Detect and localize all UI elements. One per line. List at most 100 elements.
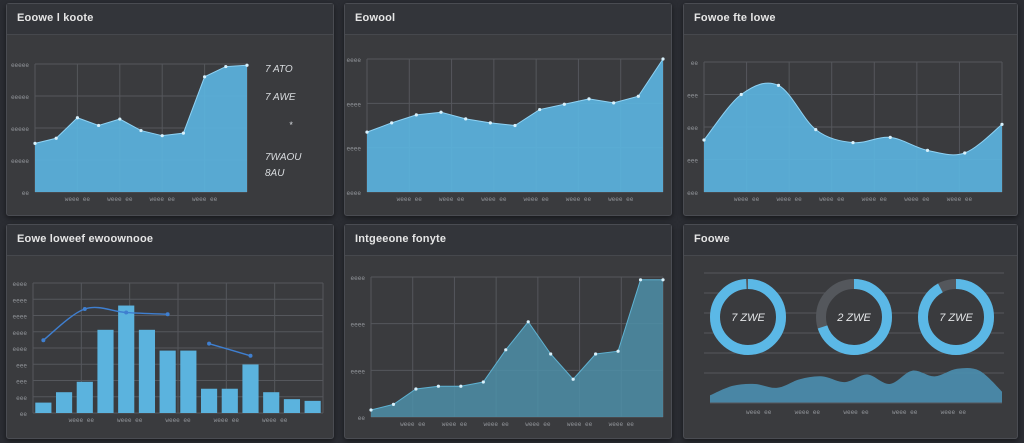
p3-xtick-label: weee ee (904, 196, 930, 203)
p1-area-fill (35, 65, 247, 192)
panel-4-header: Eowe loweef ewoownooe (7, 225, 333, 256)
p5-point (459, 384, 463, 388)
p5-point (526, 320, 530, 324)
p6-donut-arc (710, 279, 786, 355)
p2-point (636, 94, 640, 98)
p4-bar (159, 350, 176, 413)
p2-xtick-label: weee ee (523, 196, 549, 203)
p5-point (414, 387, 418, 391)
p5-point (436, 384, 440, 388)
p5-ytick-label: eeee (351, 322, 366, 329)
p3-xtick-label: weee ee (734, 196, 760, 203)
p4-bar (242, 364, 259, 413)
p2-xtick-label: weee ee (439, 196, 465, 203)
p2-point (464, 117, 468, 121)
p3-xtick-label: weee ee (862, 196, 888, 203)
p2-point (562, 102, 566, 106)
p1-xtick-label: weee ee (192, 196, 218, 203)
p4-ytick-label: eeee (13, 297, 28, 304)
p4-series-line (208, 342, 251, 357)
p5-point (571, 377, 575, 381)
p5-xtick-label: weee ee (567, 421, 593, 428)
p3-ytick-label: eee (687, 93, 698, 100)
p3-ytick-label: eee (687, 190, 698, 197)
p4-ytick-label: eeee (13, 281, 28, 288)
p1-point (97, 123, 101, 128)
p1-point (181, 131, 185, 135)
p1-ytick-label: eeeee (11, 126, 29, 133)
p4-line-point (248, 353, 253, 358)
p1-point (54, 136, 58, 140)
p5-point (661, 278, 665, 282)
p1-ytick-label: ee (22, 190, 30, 197)
p2-point (439, 110, 443, 114)
p2-point (612, 101, 616, 105)
p2-xtick-label: weee ee (608, 196, 634, 203)
panel-2-title: Eowool (355, 12, 396, 24)
p2-ytick-label: eeee (347, 146, 362, 153)
p6-area-fill (710, 367, 1002, 403)
chart-p6: 7 ZWE 2 ZWE 7 ZWE weee ee weee ee weee ee weee… (704, 272, 1004, 416)
p6-xtick-label: weee ee (941, 409, 967, 416)
panel-6-title: Foowe (694, 233, 730, 245)
p4-ytick-label: ee (20, 411, 28, 418)
p2-xtick-label: weee ee (397, 196, 423, 203)
p3-point (1000, 122, 1004, 126)
p3-ytick-label: eee (687, 125, 698, 132)
p3-area-fill (704, 83, 1002, 192)
p5-xtick-label: weee ee (525, 421, 551, 428)
panel-2: Eowool eeee eeee eeee eeee weee ee weee ee wee… (344, 3, 672, 216)
p2-point (513, 123, 517, 128)
p1-point (160, 134, 164, 138)
p5-ytick-label: eeee (351, 368, 366, 375)
p4-ytick-label: eee (16, 379, 27, 386)
p5-point (504, 348, 508, 352)
p6-donut-label: 7 ZWE (939, 312, 973, 324)
p4-xtick-label: weee ee (69, 417, 95, 424)
p3-point (814, 128, 818, 132)
p4-bar (200, 388, 218, 413)
p4-bar (118, 305, 135, 413)
panel-3-title: Fowoe fte lowe (694, 12, 776, 24)
p4-bar (97, 329, 114, 413)
panel-4: Eowe loweef ewoownooe eeee eeee eeee eeee ee… (6, 224, 334, 439)
p1-xtick-label: weee ee (150, 196, 176, 203)
p4-bar (221, 388, 238, 413)
p2-point (365, 130, 369, 134)
p4-bar (180, 350, 197, 413)
panel-6: Foowe 7 ZWE 2 ZWE 7 ZWE weee ee weee ee weee … (683, 224, 1018, 439)
p1-xtick-label: weee ee (107, 196, 133, 203)
p4-xtick-label: weee ee (165, 417, 191, 424)
p5-ytick-label: eeee (351, 275, 366, 282)
p5-xtick-label: weee ee (483, 421, 509, 428)
p4-bar (283, 399, 301, 413)
p3-xtick-label: weee ee (947, 196, 973, 203)
p1-point (245, 63, 249, 67)
p5-point (594, 352, 598, 356)
panel-1-title: Eoowe l koote (17, 12, 94, 24)
p4-line-point (207, 341, 212, 346)
panel-4-title: Eowe loweef ewoownooe (17, 233, 154, 245)
p3-point (925, 148, 930, 152)
p1-point (139, 128, 143, 133)
p2-ytick-label: eeee (347, 57, 362, 64)
p3-point (776, 83, 781, 87)
p4-ytick-label: eeee (13, 330, 28, 337)
p5-point (481, 380, 485, 384)
p3-point (739, 92, 743, 97)
panel-5: Intgeeone fonyte eeee eeee eeee ee weee ee we… (344, 224, 672, 439)
p6-donut-label: 2 ZWE (836, 312, 871, 324)
p2-xtick-label: weee ee (481, 196, 507, 203)
p1-legend-label: 7 ATO (265, 64, 293, 75)
p2-point (587, 97, 591, 101)
chart-p2: eeee eeee eeee eeee weee ee weee ee weee ee wee… (347, 57, 665, 203)
p2-point (661, 57, 665, 61)
panel-1-header: Eoowe l koote (7, 4, 333, 35)
p1-legend-label: 8AU (265, 168, 285, 179)
p4-line-point (82, 307, 87, 311)
p5-ytick-label: ee (358, 415, 366, 422)
panel-5-title: Intgeeone fonyte (355, 233, 447, 245)
p1-xtick-label: weee ee (65, 196, 91, 203)
